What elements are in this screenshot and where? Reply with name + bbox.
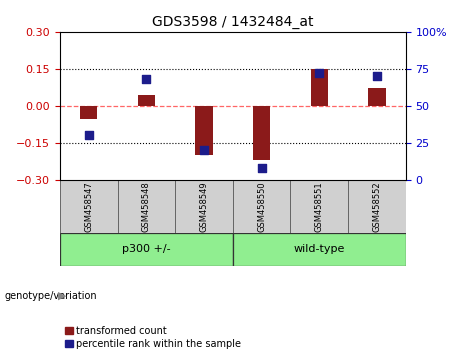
Title: GDS3598 / 1432484_at: GDS3598 / 1432484_at (152, 16, 313, 29)
Bar (233, 233, 406, 266)
Text: GSM458547: GSM458547 (84, 181, 93, 232)
Bar (368, 88, 385, 106)
Bar (195, 106, 213, 155)
Bar (253, 106, 270, 160)
Text: ▶: ▶ (58, 291, 66, 301)
Point (258, 165, 266, 171)
Point (315, 70, 323, 76)
Text: GSM458549: GSM458549 (200, 181, 208, 232)
Bar (118, 179, 175, 233)
Point (373, 73, 381, 79)
Legend: transformed count, percentile rank within the sample: transformed count, percentile rank withi… (65, 326, 242, 349)
Bar (290, 179, 348, 233)
Text: GSM458550: GSM458550 (257, 181, 266, 232)
Bar (311, 69, 328, 106)
Text: GSM458548: GSM458548 (142, 181, 151, 232)
Bar (348, 179, 406, 233)
Bar (60, 179, 118, 233)
Bar (175, 179, 233, 233)
Text: wild-type: wild-type (294, 244, 345, 255)
Point (85, 132, 92, 138)
Text: genotype/variation: genotype/variation (5, 291, 97, 301)
Bar (138, 95, 155, 106)
Bar (233, 179, 290, 233)
Bar (80, 106, 97, 119)
Text: p300 +/-: p300 +/- (122, 244, 171, 255)
Text: GSM458552: GSM458552 (372, 181, 381, 232)
Point (200, 147, 207, 153)
Point (142, 76, 150, 82)
Bar (60, 233, 233, 266)
Text: GSM458551: GSM458551 (315, 181, 324, 232)
